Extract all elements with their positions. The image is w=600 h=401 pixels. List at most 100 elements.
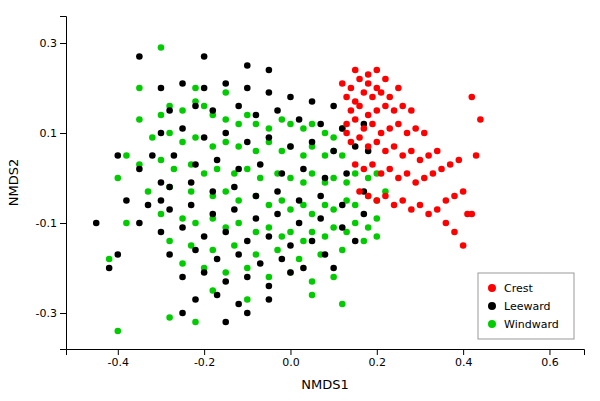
point: [179, 215, 186, 222]
point: [171, 152, 178, 159]
point: [244, 238, 251, 245]
legend-marker: [488, 320, 496, 328]
point: [201, 170, 208, 177]
point: [352, 161, 359, 168]
point: [279, 256, 286, 263]
tick: 0.3: [40, 37, 67, 50]
point: [244, 85, 251, 92]
point: [266, 283, 273, 290]
point: [434, 206, 441, 213]
point: [231, 242, 238, 249]
point: [412, 179, 419, 186]
point: [417, 202, 424, 209]
point: [266, 296, 273, 303]
point: [309, 278, 316, 285]
point: [451, 229, 458, 236]
point: [365, 193, 372, 200]
point: [123, 197, 130, 204]
point: [166, 206, 173, 213]
point: [235, 166, 242, 173]
point: [382, 103, 389, 110]
point: [356, 188, 363, 195]
point: [473, 152, 480, 159]
tick-label: -0.4: [108, 356, 129, 369]
point: [244, 166, 251, 173]
point: [343, 94, 350, 101]
point: [369, 94, 376, 101]
point: [253, 193, 260, 200]
point: [158, 44, 165, 51]
point: [356, 103, 363, 110]
tick-label: 0.4: [455, 356, 473, 369]
point: [145, 202, 152, 209]
point: [399, 152, 406, 159]
point: [339, 152, 346, 159]
tick: 0.1: [40, 127, 67, 140]
point: [188, 202, 195, 209]
point: [214, 292, 221, 299]
point: [348, 139, 355, 146]
point: [209, 143, 216, 150]
point: [365, 193, 372, 200]
point: [382, 76, 389, 83]
point: [158, 229, 165, 236]
point: [317, 193, 324, 200]
point: [339, 301, 346, 308]
point: [460, 188, 467, 195]
point: [348, 107, 355, 114]
tick-label: 0.3: [40, 37, 58, 50]
point: [115, 152, 122, 159]
point: [179, 310, 186, 317]
point: [93, 220, 100, 227]
point: [322, 152, 329, 159]
point: [257, 175, 264, 182]
point: [222, 269, 229, 276]
point: [361, 211, 368, 218]
point: [158, 112, 165, 119]
point: [317, 215, 324, 222]
point: [209, 107, 216, 114]
point: [209, 211, 216, 218]
y-axis-title: NMDS2: [6, 159, 21, 206]
chart: -0.4-0.20.00.20.40.6-0.3-0.10.10.3CrestL…: [0, 0, 600, 401]
point: [365, 224, 372, 231]
point: [166, 184, 173, 191]
point: [171, 166, 178, 173]
tick-mark: [204, 349, 205, 355]
point: [374, 139, 381, 146]
point: [468, 94, 475, 101]
point: [300, 265, 307, 272]
point: [391, 107, 398, 114]
point: [408, 206, 415, 213]
point: [192, 161, 199, 168]
point: [222, 319, 229, 326]
point: [330, 265, 337, 272]
point: [222, 116, 229, 123]
point: [391, 143, 398, 150]
point: [201, 269, 208, 276]
legend-marker: [488, 302, 496, 310]
point: [253, 193, 260, 200]
point: [287, 143, 294, 150]
x-axis-title: NMDS1: [301, 377, 348, 392]
point: [369, 121, 376, 128]
point: [279, 148, 286, 155]
tick-mark: [60, 313, 66, 314]
point: [330, 134, 337, 141]
point: [158, 130, 165, 137]
point: [417, 157, 424, 164]
point: [339, 224, 346, 231]
point: [244, 274, 251, 281]
point: [188, 188, 195, 195]
point: [339, 247, 346, 254]
point: [317, 121, 324, 128]
point: [300, 238, 307, 245]
point: [192, 296, 199, 303]
tick: 0.4: [455, 349, 473, 369]
point: [287, 121, 294, 128]
tick: 0.6: [541, 349, 559, 369]
point: [136, 85, 143, 92]
point: [352, 67, 359, 74]
point: [222, 130, 229, 137]
point: [192, 134, 199, 141]
